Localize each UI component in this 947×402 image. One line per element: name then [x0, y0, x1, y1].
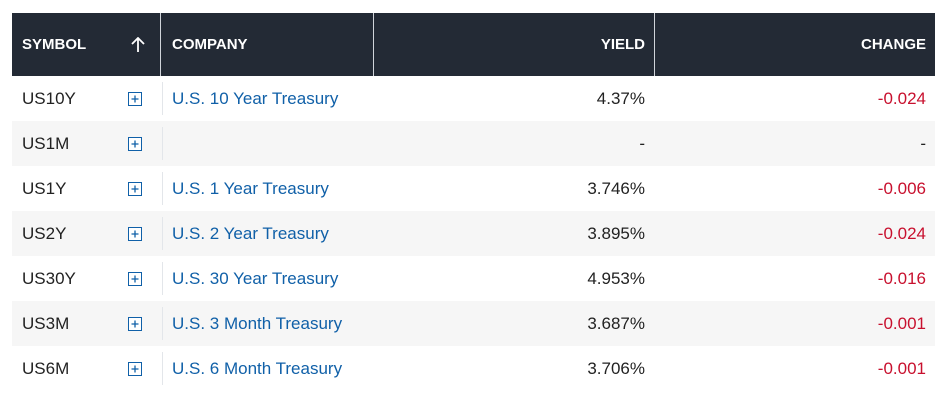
header-symbol[interactable]: SYMBOL: [22, 36, 87, 53]
yield: 3.746%: [587, 179, 645, 198]
table-row: US3M U.S. 3 Month Treasury 3.687% -0.001: [12, 301, 935, 346]
symbol[interactable]: US2Y: [22, 224, 67, 243]
change: -0.001: [877, 359, 926, 378]
symbol[interactable]: US1Y: [22, 179, 67, 198]
yield: 4.37%: [596, 89, 645, 108]
header-separator: [160, 13, 161, 76]
header-separator: [654, 13, 655, 76]
quote-table: SYMBOL COMPANY YIELD CHANGE US10Y U.S. 10…: [12, 13, 935, 391]
change: -0.001: [877, 314, 926, 333]
header-separator: [373, 13, 374, 76]
yield: 4.953%: [587, 269, 645, 288]
table-row: US1M - -: [12, 121, 935, 166]
change: -0.006: [877, 179, 926, 198]
symbol[interactable]: US6M: [22, 359, 70, 378]
company-link[interactable]: U.S. 6 Month Treasury: [172, 359, 343, 378]
add-to-watchlist[interactable]: [128, 226, 142, 241]
company-link[interactable]: U.S. 1 Year Treasury: [172, 179, 329, 198]
symbol[interactable]: US10Y: [22, 89, 76, 108]
change: -0.024: [877, 224, 926, 243]
symbol[interactable]: US30Y: [22, 269, 76, 288]
company-link[interactable]: U.S. 2 Year Treasury: [172, 224, 329, 243]
header-yield[interactable]: YIELD: [600, 36, 645, 53]
table-row: US30Y U.S. 30 Year Treasury 4.953% -0.016: [12, 256, 935, 301]
yield: 3.706%: [587, 359, 645, 378]
table-row: US1Y U.S. 1 Year Treasury 3.746% -0.006: [12, 166, 935, 211]
change: -0.016: [877, 269, 926, 288]
add-to-watchlist[interactable]: [128, 271, 142, 286]
row-separator: [162, 172, 163, 205]
yield: -: [639, 134, 645, 153]
row-separator: [162, 217, 163, 250]
table-row: US10Y U.S. 10 Year Treasury 4.37% -0.024: [12, 76, 935, 121]
change: -: [920, 134, 926, 153]
table-body: US10Y U.S. 10 Year Treasury 4.37% -0.024 US1…: [12, 76, 935, 391]
header-company[interactable]: COMPANY: [172, 36, 248, 53]
row-separator: [162, 82, 163, 115]
add-to-watchlist[interactable]: [128, 136, 142, 151]
add-to-watchlist[interactable]: [128, 316, 142, 331]
row-separator: [162, 307, 163, 340]
table-row: US2Y U.S. 2 Year Treasury 3.895% -0.024: [12, 211, 935, 256]
yield: 3.687%: [587, 314, 645, 333]
row-separator: [162, 127, 163, 160]
company-link[interactable]: U.S. 30 Year Treasury: [172, 269, 339, 288]
yield: 3.895%: [587, 224, 645, 243]
sort-arrow[interactable]: [131, 37, 145, 53]
change: -0.024: [877, 89, 926, 108]
table-row: US6M U.S. 6 Month Treasury 3.706% -0.001: [12, 346, 935, 391]
table-header: SYMBOL COMPANY YIELD CHANGE: [12, 13, 935, 76]
company-link[interactable]: U.S. 10 Year Treasury: [172, 89, 339, 108]
add-to-watchlist[interactable]: [128, 91, 142, 106]
symbol[interactable]: US3M: [22, 314, 70, 333]
row-separator: [162, 352, 163, 385]
row-separator: [162, 262, 163, 295]
company-link[interactable]: U.S. 3 Month Treasury: [172, 314, 343, 333]
header-change[interactable]: CHANGE: [860, 36, 926, 53]
symbol[interactable]: US1M: [22, 134, 70, 153]
add-to-watchlist[interactable]: [128, 181, 142, 196]
add-to-watchlist[interactable]: [128, 361, 142, 376]
